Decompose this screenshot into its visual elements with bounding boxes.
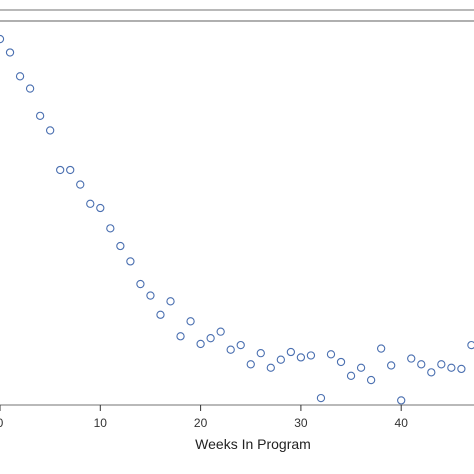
data-point bbox=[236, 340, 245, 350]
data-point bbox=[316, 393, 326, 403]
data-point bbox=[387, 361, 396, 370]
data-point bbox=[336, 357, 346, 367]
plot-area-frame bbox=[0, 20, 474, 406]
data-point bbox=[256, 349, 265, 358]
data-point bbox=[206, 334, 215, 343]
data-point bbox=[196, 339, 205, 349]
data-point bbox=[46, 126, 55, 135]
data-point bbox=[15, 72, 25, 81]
x-tick-label: 40 bbox=[395, 416, 409, 430]
data-point bbox=[306, 351, 316, 360]
data-point bbox=[176, 332, 185, 341]
data-point bbox=[96, 203, 105, 213]
data-point bbox=[467, 340, 474, 350]
x-axis-label: Weeks In Program bbox=[195, 436, 311, 452]
data-point bbox=[136, 279, 145, 289]
data-point bbox=[86, 199, 95, 208]
data-point bbox=[5, 48, 15, 57]
data-point bbox=[266, 363, 275, 372]
data-point bbox=[407, 354, 416, 363]
data-point bbox=[226, 345, 235, 354]
data-point bbox=[417, 360, 426, 369]
data-point bbox=[35, 111, 45, 120]
x-tick-label: 10 bbox=[94, 416, 108, 430]
data-point bbox=[427, 368, 436, 377]
data-point bbox=[246, 360, 255, 369]
data-point bbox=[106, 224, 115, 233]
x-tick-label: 20 bbox=[194, 416, 208, 430]
x-axis: 0 10 20 30 40 bbox=[0, 405, 408, 430]
data-point bbox=[25, 84, 35, 93]
data-point bbox=[457, 364, 466, 374]
plot-header-band bbox=[0, 9, 474, 22]
data-point bbox=[66, 165, 75, 175]
x-tick-label: 30 bbox=[294, 416, 308, 430]
data-point bbox=[126, 257, 135, 266]
data-point bbox=[447, 363, 456, 372]
data-point bbox=[156, 310, 165, 319]
data-point bbox=[286, 347, 296, 357]
data-point bbox=[146, 291, 155, 300]
data-point bbox=[346, 371, 356, 380]
data-point bbox=[296, 353, 306, 362]
data-point bbox=[397, 396, 406, 405]
data-point bbox=[366, 375, 376, 385]
data-point bbox=[186, 317, 195, 326]
data-point bbox=[166, 297, 175, 306]
data-series bbox=[0, 34, 474, 405]
data-point bbox=[356, 363, 366, 372]
data-point bbox=[56, 165, 65, 175]
data-point bbox=[376, 344, 386, 353]
data-point bbox=[116, 241, 125, 251]
data-point bbox=[276, 355, 285, 364]
data-point bbox=[437, 360, 446, 369]
data-point bbox=[76, 180, 85, 189]
data-point bbox=[0, 34, 5, 44]
data-point bbox=[326, 350, 336, 359]
x-tick-label: 0 bbox=[0, 416, 4, 430]
data-point bbox=[216, 327, 225, 336]
